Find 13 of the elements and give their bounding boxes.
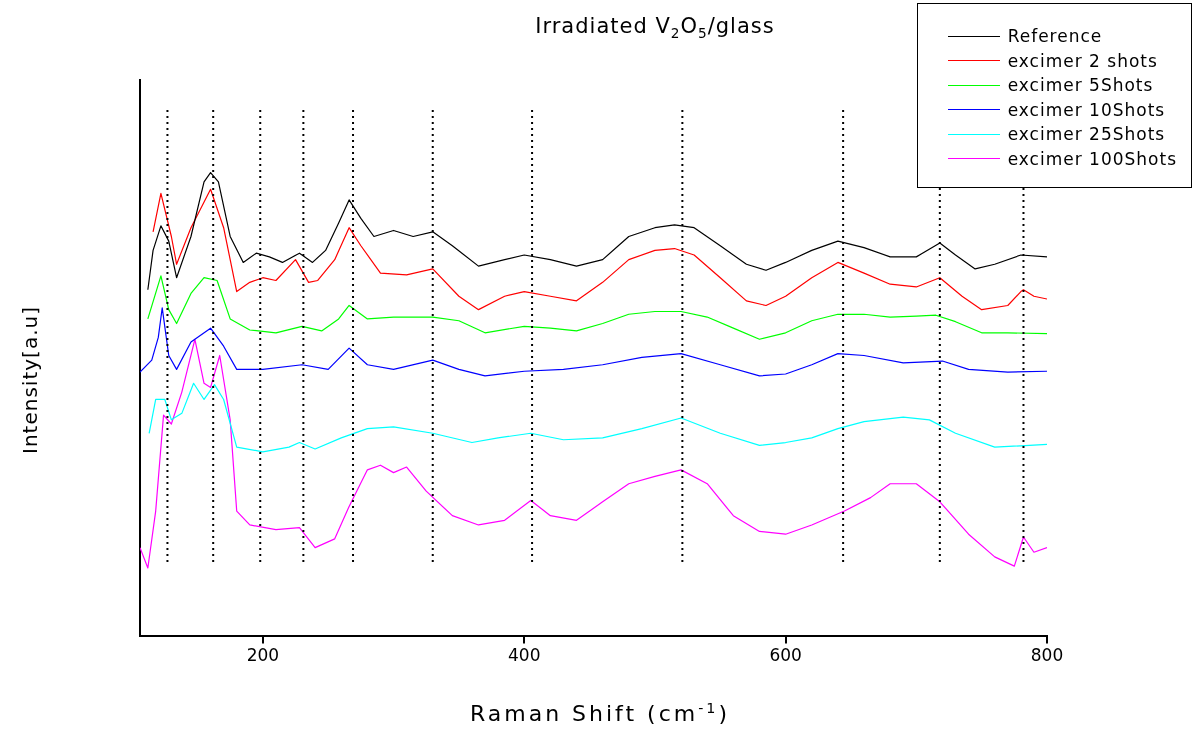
chart-title: Irradiated V$_{2}$O$_{5}$/glass <box>534 14 776 42</box>
x-tick-label: 600 <box>769 645 802 666</box>
legend-label: excimer 2 shots <box>1007 50 1158 71</box>
legend-label: excimer 5Shots <box>1007 75 1154 96</box>
legend-label: excimer 25Shots <box>1007 124 1166 145</box>
x-tick-label: 200 <box>246 645 280 666</box>
legend-label: excimer 100Shots <box>1007 148 1177 169</box>
x-tick-label: 400 <box>508 645 541 666</box>
legend-label: excimer 10Shots <box>1007 99 1166 120</box>
y-axis-title: Intensity[a.u] <box>18 306 42 454</box>
x-tick-label: 800 <box>1030 645 1064 666</box>
x-axis-title: Raman Shift (cm$^{-1}$) <box>468 700 732 727</box>
legend-label: Reference <box>1007 26 1103 47</box>
